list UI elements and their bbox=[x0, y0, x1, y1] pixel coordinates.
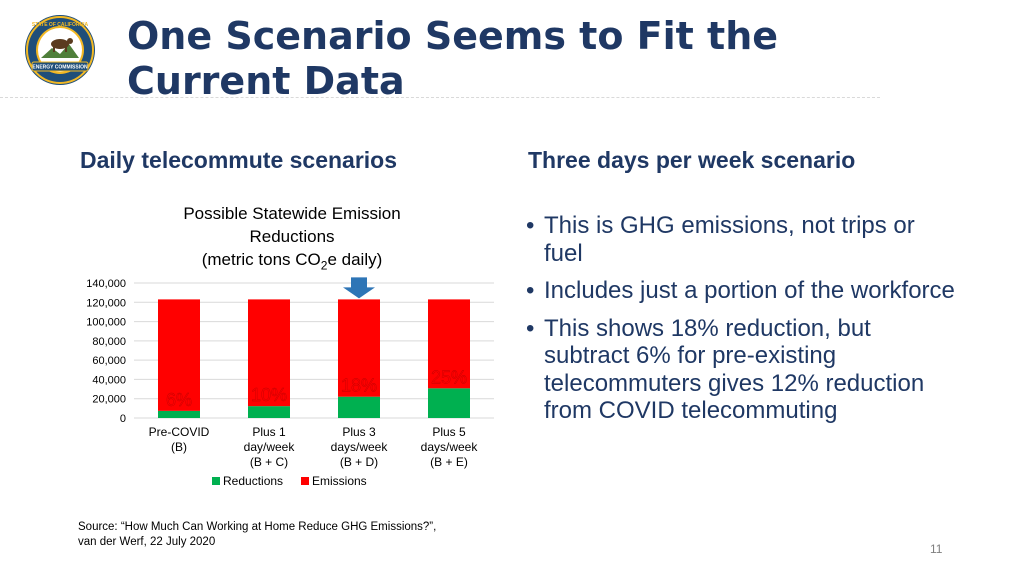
x-tick-label: (B) bbox=[171, 440, 187, 454]
legend-swatch-reductions bbox=[212, 477, 220, 485]
x-tick-label: Plus 1 bbox=[252, 425, 286, 439]
chart-title-line3-after: e daily) bbox=[327, 250, 383, 269]
x-tick-label: days/week bbox=[421, 440, 479, 454]
slide-title-line1: One Scenario Seems to Fit the bbox=[127, 14, 779, 58]
legend-swatch-emissions bbox=[301, 477, 309, 485]
y-tick-label: 20,000 bbox=[92, 394, 126, 406]
y-tick-label: 0 bbox=[120, 413, 126, 425]
bullet-text: Includes just a portion of the workforce bbox=[544, 277, 955, 304]
x-tick-label: day/week bbox=[244, 440, 296, 454]
right-section-heading: Three days per week scenario bbox=[528, 147, 856, 173]
page-number: 11 bbox=[930, 542, 943, 556]
bar-segment-emissions bbox=[338, 299, 380, 397]
chart-title: Possible Statewide Emission Reductions (… bbox=[142, 202, 442, 277]
bar-data-label: 25% bbox=[431, 367, 467, 387]
bar-data-label: 18% bbox=[341, 376, 377, 396]
bullet-text: This shows 18% reduction, but subtract 6… bbox=[544, 314, 925, 425]
x-tick-label: (B + E) bbox=[430, 455, 468, 469]
bullet-glyph: • bbox=[526, 212, 535, 239]
bullet-list: • This is GHG emissions, not trips or fue… bbox=[516, 212, 956, 435]
source-citation: Source: “How Much Can Working at Home Re… bbox=[78, 520, 436, 550]
logo-band-text: ENERGY COMMISSION bbox=[32, 65, 88, 71]
slide-title-line2: Current Data bbox=[127, 59, 405, 103]
x-tick-label: (B + C) bbox=[250, 455, 288, 469]
x-tick-label: Plus 5 bbox=[432, 425, 466, 439]
source-line2: van der Werf, 22 July 2020 bbox=[78, 536, 216, 548]
y-tick-label: 140,000 bbox=[86, 278, 126, 290]
source-line1: Source: “How Much Can Working at Home Re… bbox=[78, 521, 437, 533]
x-tick-label: Pre-COVID bbox=[149, 425, 210, 439]
chart-title-line3-sub: 2 bbox=[320, 258, 328, 273]
bullet-item: • Includes just a portion of the workforc… bbox=[516, 277, 956, 305]
legend-label: Emissions bbox=[312, 474, 367, 488]
highlight-arrow-icon bbox=[343, 277, 375, 299]
x-tick-label: Plus 3 bbox=[342, 425, 376, 439]
bar-segment-reductions bbox=[158, 410, 200, 418]
bullet-text: This is GHG emissions, not trips or fuel bbox=[544, 212, 915, 267]
chart-plot: 0 20,000 40,000 60,000 80,000 100,000 120,000 1… bbox=[86, 277, 494, 488]
bullet-glyph: • bbox=[526, 314, 535, 342]
bar-segment-reductions bbox=[338, 396, 380, 418]
bullet-glyph: • bbox=[526, 277, 535, 304]
emission-reduction-chart: Possible Statewide Emission Reductions (… bbox=[72, 198, 512, 498]
left-section-heading: Daily telecommute scenarios bbox=[80, 147, 398, 173]
bullet-item: • This shows 18% reduction, but subtract … bbox=[516, 315, 956, 425]
x-tick-label: (B + D) bbox=[340, 455, 378, 469]
x-tick-label: days/week bbox=[331, 440, 389, 454]
chart-title-line3: (metric tons CO2e daily) bbox=[142, 248, 442, 277]
title-divider bbox=[0, 97, 880, 98]
bullet-item: • This is GHG emissions, not trips or fue… bbox=[516, 212, 956, 267]
bar-segment-emissions bbox=[428, 299, 470, 389]
legend-label: Reductions bbox=[223, 474, 283, 488]
seal-icon: ENERGY COMMISSION STATE OF CALIFORNIA bbox=[25, 15, 95, 85]
bar-data-label: 10% bbox=[251, 385, 287, 405]
bar-segment-reductions bbox=[428, 388, 470, 418]
y-tick-label: 100,000 bbox=[86, 317, 126, 329]
chart-title-line2: Reductions bbox=[249, 227, 335, 246]
logo-ring-text: STATE OF CALIFORNIA bbox=[32, 22, 89, 28]
chart-title-line3-before: (metric tons CO bbox=[201, 250, 321, 269]
chart-title-line1: Possible Statewide Emission bbox=[183, 204, 401, 223]
y-tick-label: 120,000 bbox=[86, 297, 126, 309]
slide-title: One Scenario Seems to Fit the Current Da… bbox=[127, 14, 887, 104]
energy-commission-logo: ENERGY COMMISSION STATE OF CALIFORNIA bbox=[24, 14, 96, 86]
bar-data-label: 6% bbox=[166, 390, 192, 410]
y-tick-label: 80,000 bbox=[92, 336, 126, 348]
bar-segment-reductions bbox=[248, 406, 290, 418]
y-tick-label: 40,000 bbox=[92, 374, 126, 386]
bar-segment-emissions bbox=[248, 299, 290, 407]
y-tick-label: 60,000 bbox=[92, 355, 126, 367]
bar-segment-emissions bbox=[158, 299, 200, 411]
